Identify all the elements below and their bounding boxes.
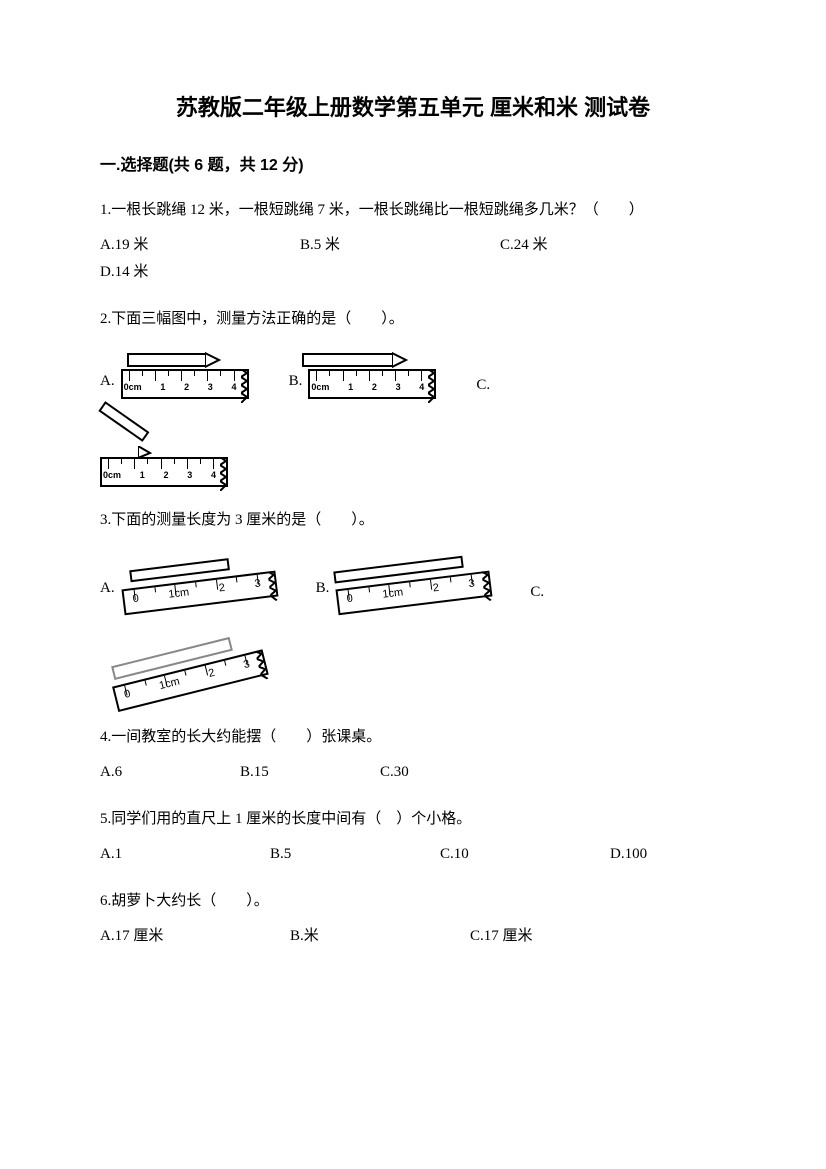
question-6: 6.胡萝卜大约长（ ）。 A.17 厘米 B.米 C.17 厘米: [100, 888, 726, 950]
q3-images-row1: A. 0 1cm 2 3 B. 0 1cm 2 3 C.: [100, 546, 726, 618]
q6-options: A.17 厘米 B.米 C.17 厘米: [100, 923, 726, 950]
q2-opt-b: B. 0cm 1 2 3 4: [289, 345, 437, 399]
q4-opt-a: A.6: [100, 759, 240, 786]
question-5: 5.同学们用的直尺上 1 厘米的长度中间有（ ）个小格。 A.1 B.5 C.1…: [100, 806, 726, 868]
q6-text: 6.胡萝卜大约长（ ）。: [100, 888, 726, 915]
q6-opt-a: A.17 厘米: [100, 923, 290, 950]
question-3: 3.下面的测量长度为 3 厘米的是（ ）。 A. 0 1cm 2 3 B. 0 1cm 2…: [100, 507, 726, 694]
q2-images-row2: 0cm 1 2 3 4: [100, 423, 726, 487]
ruler-lbl: 1cm: [382, 583, 405, 605]
q3-images-row2: 01cm23: [100, 630, 726, 694]
q3-label-c: C.: [530, 579, 544, 618]
q5-opt-c: C.10: [440, 841, 610, 868]
q4-options: A.6 B.15 C.30: [100, 759, 726, 786]
page-title: 苏教版二年级上册数学第五单元 厘米和米 测试卷: [100, 90, 726, 125]
section-header: 一.选择题(共 6 题，共 12 分): [100, 153, 726, 179]
jag-icon: [220, 457, 228, 491]
q2-label-b: B.: [289, 368, 303, 399]
q2-text: 2.下面三幅图中，测量方法正确的是（ ）。: [100, 306, 726, 333]
q3-opt-b: B. 0 1cm 2 3: [316, 546, 491, 606]
q1-options: A.19 米 B.5 米 C.24 米 D.14 米: [100, 232, 726, 286]
q2-images-row1: A. 0cm 1 2 3 4 B. 0cm 1 2 3 4: [100, 345, 726, 411]
q5-opt-a: A.1: [100, 841, 270, 868]
q1-opt-b: B.5 米: [300, 232, 500, 259]
question-4: 4.一间教室的长大约能摆（ ）张课桌。 A.6 B.15 C.30: [100, 724, 726, 786]
ruler-lbl: 3: [253, 574, 261, 594]
q1-opt-d: D.14 米: [100, 259, 148, 286]
ruler-icon: 0cm 1 2 3 4: [308, 345, 436, 399]
ruler-lbl: 2: [184, 379, 189, 395]
question-2: 2.下面三幅图中，测量方法正确的是（ ）。 A. 0cm 1 2 3 4 B.: [100, 306, 726, 487]
ruler-lbl: 0: [346, 589, 354, 609]
question-1: 1.一根长跳绳 12 米，一根短跳绳 7 米，一根长跳绳比一根短跳绳多几米？（ …: [100, 197, 726, 286]
q1-text: 1.一根长跳绳 12 米，一根短跳绳 7 米，一根长跳绳比一根短跳绳多几米？（ …: [100, 197, 726, 224]
jag-icon: [482, 570, 494, 601]
ruler-lbl: 1: [140, 467, 145, 483]
ruler-lbl: 4: [211, 467, 216, 483]
ruler-lbl: 3: [187, 467, 192, 483]
ruler-lbl: 3: [208, 379, 213, 395]
q1-opt-a: A.19 米: [100, 232, 300, 259]
q5-options: A.1 B.5 C.10 D.100: [100, 841, 726, 868]
jag-icon: [267, 570, 279, 601]
q5-opt-d: D.100: [610, 841, 647, 868]
ruler-lbl: 2: [206, 664, 217, 685]
pencil-tip-icon: [205, 351, 221, 369]
q1-opt-c: C.24 米: [500, 232, 710, 259]
jag-icon: [255, 649, 270, 680]
jag-icon: [428, 369, 436, 403]
ruler-lbl: 0cm: [124, 379, 142, 395]
ruler-icon: 0 1cm 2 3: [106, 626, 268, 712]
q6-opt-c: C.17 厘米: [470, 923, 533, 950]
q3-opt-a: A. 0 1cm 2 3: [100, 546, 276, 606]
ruler-icon: 0cm 1 2 3 4: [121, 345, 249, 399]
ruler-lbl: 0cm: [103, 467, 121, 483]
ruler-icon: 0 1cm 2 3: [333, 547, 493, 616]
ruler-lbl: 4: [232, 379, 237, 395]
ruler-lbl: 1: [348, 379, 353, 395]
q4-opt-c: C.30: [380, 759, 520, 786]
ruler-lbl: 1: [160, 379, 165, 395]
q3-text: 3.下面的测量长度为 3 厘米的是（ ）。: [100, 507, 726, 534]
q3-label-b: B.: [316, 575, 330, 606]
q2-opt-a: A. 0cm 1 2 3 4: [100, 345, 249, 399]
q2-label-a: A.: [100, 368, 115, 399]
ruler-lbl: 2: [217, 579, 225, 599]
ruler-lbl: 2: [163, 467, 168, 483]
q5-text: 5.同学们用的直尺上 1 厘米的长度中间有（ ）个小格。: [100, 806, 726, 833]
q4-text: 4.一间教室的长大约能摆（ ）张课桌。: [100, 724, 726, 751]
jag-icon: [241, 369, 249, 403]
q5-opt-b: B.5: [270, 841, 440, 868]
ruler-lbl: 4: [419, 379, 424, 395]
ruler-lbl: 3: [396, 379, 401, 395]
ruler-lbl: 1cm: [157, 673, 182, 697]
ruler-lbl: 0: [122, 685, 133, 706]
ruler-lbl: 2: [372, 379, 377, 395]
ruler-icon: 0cm 1 2 3 4: [100, 423, 228, 487]
ruler-lbl: 0: [131, 589, 139, 609]
ruler-lbl: 3: [468, 574, 476, 594]
q4-opt-b: B.15: [240, 759, 380, 786]
q2-label-c: C.: [476, 372, 490, 411]
pencil-tip-icon: [392, 351, 408, 369]
q3-label-a: A.: [100, 575, 115, 606]
ruler-lbl: 2: [432, 579, 440, 599]
ruler-lbl: 1cm: [167, 583, 190, 605]
ruler-icon: 0 1cm 2 3: [118, 547, 278, 616]
q6-opt-b: B.米: [290, 923, 470, 950]
ruler-lbl: 0cm: [311, 379, 329, 395]
ruler-lbl: 3: [241, 655, 252, 676]
